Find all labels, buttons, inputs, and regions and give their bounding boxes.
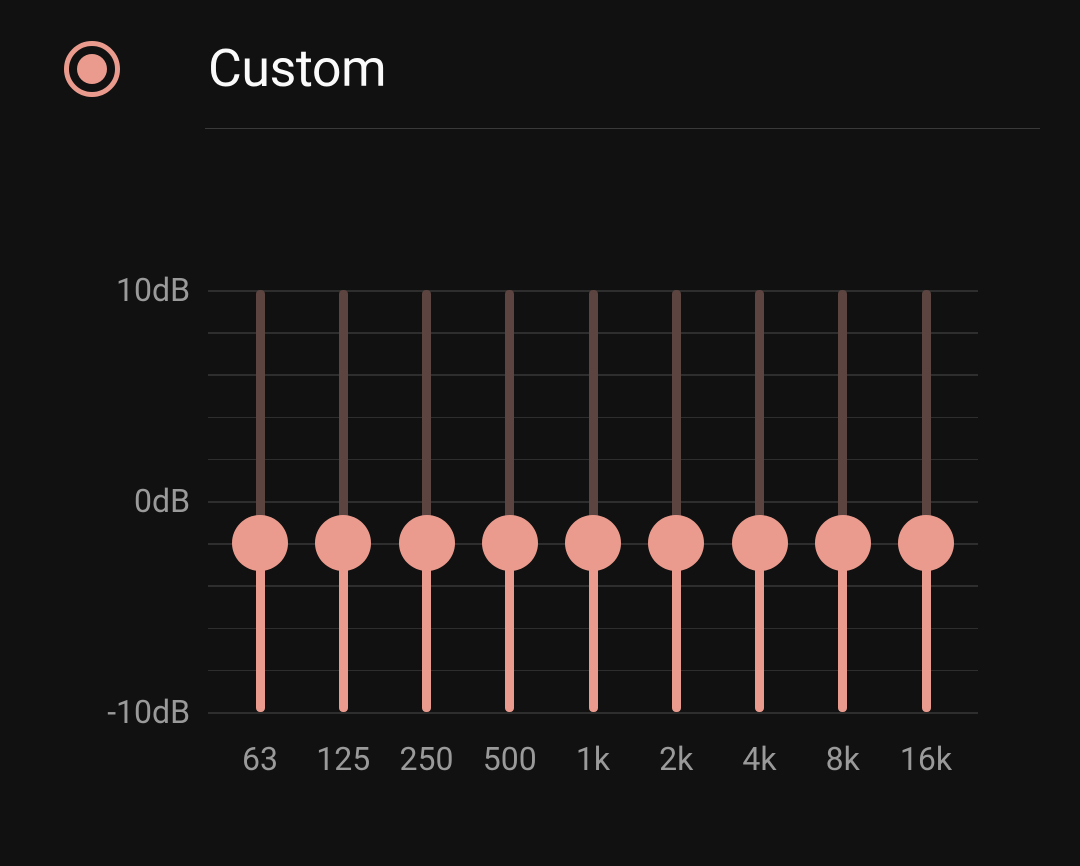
eq-band-1k: 1k	[565, 290, 621, 712]
preset-title: Custom	[208, 38, 386, 99]
eq-y-label: 0dB	[134, 482, 190, 520]
eq-track-upper	[755, 290, 764, 543]
eq-track-upper	[256, 290, 265, 543]
eq-slider-knob[interactable]	[565, 515, 621, 571]
eq-slider-knob[interactable]	[315, 515, 371, 571]
eq-y-label: -10dB	[107, 693, 190, 731]
eq-y-label: 10dB	[116, 271, 190, 309]
eq-freq-label: 250	[399, 740, 455, 778]
eq-slider-knob[interactable]	[232, 515, 288, 571]
eq-freq-label: 125	[315, 740, 371, 778]
eq-freq-label: 16k	[898, 740, 954, 778]
eq-band-250: 250	[399, 290, 455, 712]
eq-preset-header: Custom	[64, 38, 1040, 99]
preset-radio-custom[interactable]	[64, 41, 120, 97]
eq-freq-label: 500	[482, 740, 538, 778]
eq-channels: 63 125 250 500 1k2k4k8k 16k	[208, 290, 978, 712]
eq-band-4k: 4k	[732, 290, 788, 712]
eq-band-16k: 16k	[898, 290, 954, 712]
eq-track-upper	[422, 290, 431, 543]
eq-slider-knob[interactable]	[815, 515, 871, 571]
eq-track-upper	[505, 290, 514, 543]
eq-gridline	[208, 712, 978, 714]
eq-track-upper	[339, 290, 348, 543]
eq-band-63: 63	[232, 290, 288, 712]
eq-slider-knob[interactable]	[482, 515, 538, 571]
radio-selected-icon	[77, 54, 107, 84]
eq-track-upper	[922, 290, 931, 543]
eq-freq-label: 63	[232, 740, 288, 778]
eq-track-upper	[838, 290, 847, 543]
eq-slider-knob[interactable]	[648, 515, 704, 571]
eq-freq-label: 2k	[648, 740, 704, 778]
eq-freq-label: 8k	[815, 740, 871, 778]
eq-freq-label: 1k	[565, 740, 621, 778]
eq-slider-knob[interactable]	[399, 515, 455, 571]
eq-band-500: 500	[482, 290, 538, 712]
eq-band-8k: 8k	[815, 290, 871, 712]
header-divider	[205, 128, 1040, 129]
eq-freq-label: 4k	[732, 740, 788, 778]
eq-band-125: 125	[315, 290, 371, 712]
eq-slider-knob[interactable]	[732, 515, 788, 571]
eq-track-upper	[589, 290, 598, 543]
eq-track-upper	[672, 290, 681, 543]
eq-slider-knob[interactable]	[898, 515, 954, 571]
eq-band-2k: 2k	[648, 290, 704, 712]
